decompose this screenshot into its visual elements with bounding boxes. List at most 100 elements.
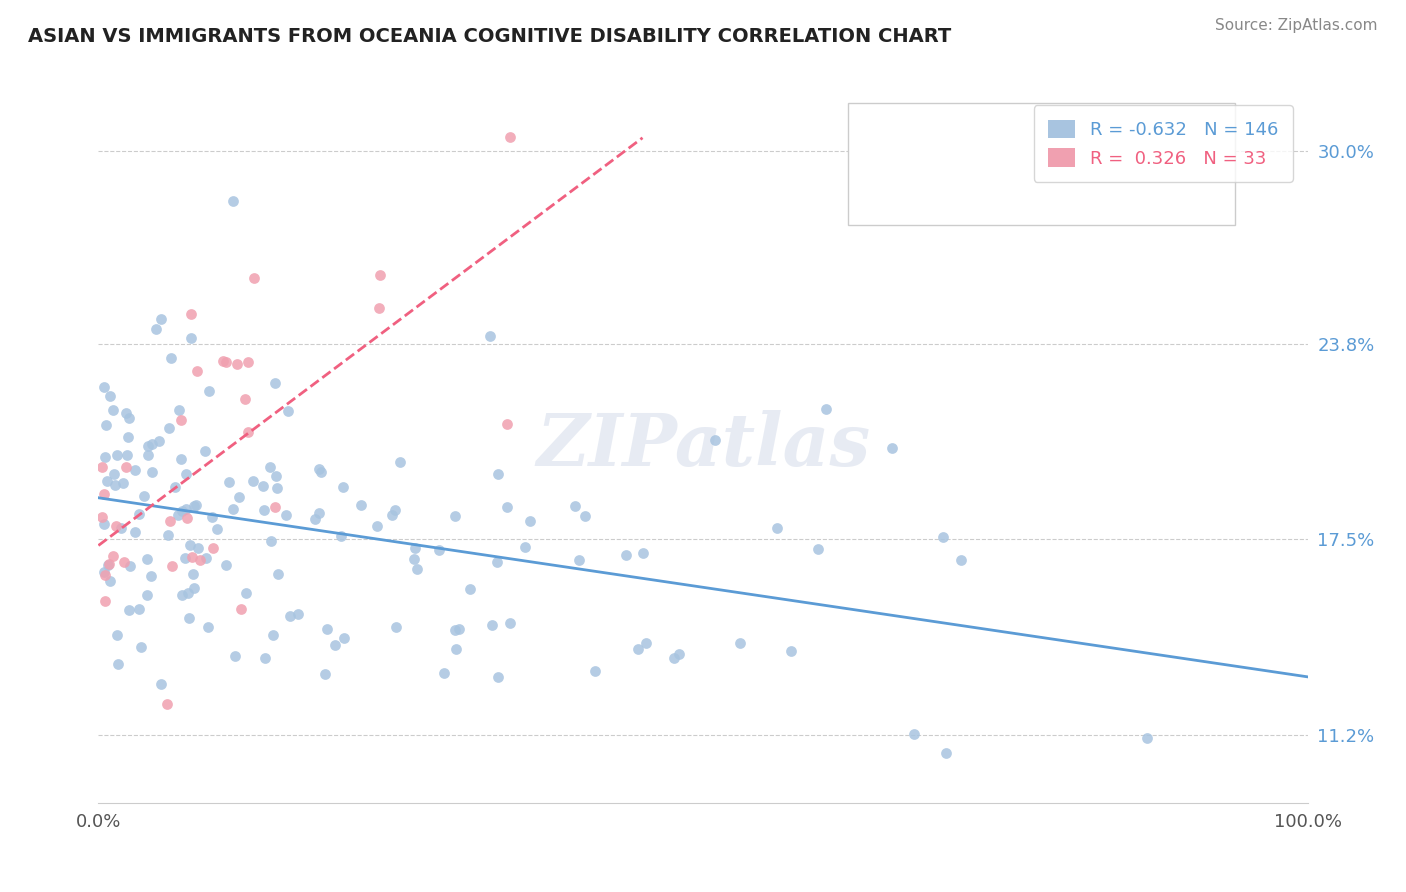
- Asians: [124, 463, 146, 477]
- Asians: [179, 538, 201, 552]
- Asians: [460, 582, 482, 596]
- Asians: [136, 439, 159, 453]
- Immigrants from Oceania: [368, 301, 391, 316]
- Asians: [187, 541, 209, 555]
- Asians: [444, 624, 467, 638]
- Asians: [405, 562, 427, 576]
- Asians: [169, 403, 191, 417]
- Asians: [381, 508, 404, 523]
- Asians: [215, 558, 238, 572]
- Asians: [170, 587, 193, 601]
- Asians: [170, 452, 193, 467]
- Immigrants from Oceania: [91, 460, 114, 475]
- Immigrants from Oceania: [186, 364, 208, 378]
- Asians: [181, 566, 204, 581]
- Asians: [485, 555, 508, 569]
- Asians: [779, 644, 801, 658]
- Legend: R = -0.632   N = 146, R =  0.326   N = 33: R = -0.632 N = 146, R = 0.326 N = 33: [1033, 105, 1292, 182]
- Asians: [128, 507, 150, 521]
- Immigrants from Oceania: [155, 697, 177, 711]
- Asians: [148, 434, 170, 448]
- Asians: [157, 421, 180, 435]
- Asians: [98, 389, 121, 403]
- Asians: [479, 328, 502, 343]
- Immigrants from Oceania: [236, 425, 259, 439]
- Immigrants from Oceania: [160, 558, 183, 573]
- Asians: [124, 525, 146, 540]
- Asians: [574, 508, 596, 523]
- Immigrants from Oceania: [94, 594, 117, 608]
- Immigrants from Oceania: [93, 486, 115, 500]
- Asians: [496, 500, 519, 515]
- Asians: [101, 403, 124, 417]
- Immigrants from Oceania: [176, 510, 198, 524]
- Asians: [98, 574, 121, 588]
- FancyBboxPatch shape: [848, 103, 1234, 225]
- Immigrants from Oceania: [215, 355, 238, 369]
- Immigrants from Oceania: [201, 541, 224, 555]
- Asians: [252, 479, 274, 493]
- Asians: [935, 746, 957, 760]
- Immigrants from Oceania: [496, 417, 519, 432]
- Asians: [627, 641, 650, 656]
- Immigrants from Oceania: [91, 510, 114, 524]
- Asians: [350, 498, 373, 512]
- Asians: [112, 476, 135, 491]
- Immigrants from Oceania: [368, 268, 391, 283]
- Asians: [481, 618, 503, 632]
- Asians: [149, 677, 172, 691]
- Asians: [118, 559, 141, 574]
- Asians: [103, 467, 125, 482]
- Asians: [156, 528, 179, 542]
- Asians: [515, 540, 537, 554]
- Asians: [183, 581, 205, 595]
- Asians: [177, 585, 200, 599]
- Asians: [174, 502, 197, 516]
- Asians: [224, 648, 246, 663]
- Asians: [332, 480, 354, 494]
- Asians: [222, 194, 245, 208]
- Immigrants from Oceania: [229, 601, 252, 615]
- Asians: [218, 475, 240, 489]
- Asians: [141, 437, 163, 451]
- Asians: [264, 376, 287, 390]
- Asians: [93, 380, 115, 394]
- Asians: [150, 312, 173, 326]
- Asians: [107, 657, 129, 672]
- Asians: [104, 478, 127, 492]
- Immigrants from Oceania: [499, 130, 522, 145]
- Asians: [1135, 731, 1157, 745]
- Text: ASIAN VS IMMIGRANTS FROM OCEANIA COGNITIVE DISABILITY CORRELATION CHART: ASIAN VS IMMIGRANTS FROM OCEANIA COGNITI…: [28, 27, 952, 45]
- Immigrants from Oceania: [94, 567, 117, 582]
- Immigrants from Oceania: [264, 500, 287, 514]
- Asians: [174, 467, 197, 481]
- Immigrants from Oceania: [159, 514, 181, 528]
- Asians: [274, 508, 297, 522]
- Asians: [128, 602, 150, 616]
- Asians: [132, 489, 155, 503]
- Asians: [765, 521, 787, 535]
- Asians: [183, 499, 205, 513]
- Immigrants from Oceania: [226, 357, 249, 371]
- Asians: [201, 509, 224, 524]
- Asians: [264, 469, 287, 483]
- Asians: [118, 410, 141, 425]
- Asians: [160, 351, 183, 366]
- Asians: [631, 546, 654, 560]
- Text: Source: ZipAtlas.com: Source: ZipAtlas.com: [1215, 18, 1378, 33]
- Asians: [197, 620, 219, 634]
- Asians: [242, 474, 264, 488]
- Asians: [260, 533, 283, 548]
- Asians: [333, 632, 356, 646]
- Asians: [568, 553, 591, 567]
- Immigrants from Oceania: [98, 557, 121, 571]
- Asians: [704, 433, 727, 447]
- Immigrants from Oceania: [103, 549, 125, 564]
- Asians: [932, 530, 955, 544]
- Asians: [235, 586, 257, 600]
- Asians: [614, 549, 637, 563]
- Asians: [115, 406, 138, 420]
- Immigrants from Oceania: [188, 552, 211, 566]
- Asians: [384, 503, 406, 517]
- Asians: [253, 650, 276, 665]
